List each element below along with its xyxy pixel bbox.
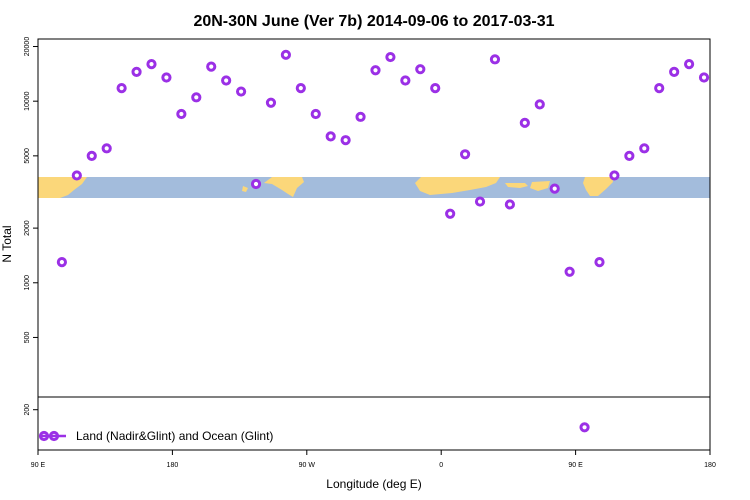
data-point	[325, 131, 336, 142]
data-point	[385, 51, 396, 63]
data-point	[489, 54, 501, 65]
data-point	[504, 199, 515, 210]
x-tick-label: 90 W	[299, 462, 316, 469]
data-point	[191, 92, 202, 103]
legend-label: Land (Nadir&Glint) and Ocean (Glint)	[76, 429, 273, 443]
data-point	[639, 143, 650, 154]
data-point	[519, 117, 530, 128]
data-point	[564, 266, 575, 277]
x-tick-label: 180	[167, 462, 179, 469]
y-tick-label: 10000	[24, 91, 31, 111]
data-point	[176, 108, 187, 120]
data-point	[594, 256, 605, 268]
y-tick-label: 200	[24, 404, 31, 416]
data-point	[698, 72, 710, 83]
data-point	[415, 64, 426, 75]
legend-marker	[38, 430, 50, 442]
data-point	[250, 178, 262, 190]
data-point	[56, 256, 67, 268]
map-land	[38, 177, 613, 198]
x-axis-title: Longitude (deg E)	[326, 477, 421, 491]
x-tick-label: 90 E	[31, 462, 46, 469]
data-point	[400, 75, 411, 86]
data-point	[624, 150, 635, 161]
data-points	[56, 49, 710, 433]
data-point	[683, 59, 695, 70]
data-point	[131, 66, 142, 77]
plot-frame-lower	[37, 396, 711, 451]
data-point	[459, 149, 471, 160]
legend: Land (Nadir&Glint) and Ocean (Glint)	[38, 429, 273, 443]
data-point	[146, 59, 157, 70]
x-tick-label: 90 E	[568, 462, 583, 469]
world-map-band	[38, 177, 710, 198]
x-tick-label: 0	[439, 462, 443, 469]
data-point	[221, 75, 232, 86]
plot-frame-main	[37, 38, 711, 398]
chart-title: 20N-30N June (Ver 7b) 2014-09-06 to 2017…	[193, 13, 554, 30]
data-point	[669, 66, 680, 77]
y-tick-label: 5000	[24, 148, 31, 164]
y-tick-label: 20000	[24, 37, 31, 57]
data-point	[370, 65, 381, 76]
data-point	[101, 143, 112, 154]
y-tick-label: 1000	[24, 275, 31, 291]
y-axis-title: N Total	[0, 225, 14, 262]
data-point	[430, 83, 441, 94]
data-point	[609, 170, 620, 181]
data-point	[235, 86, 247, 97]
y-tick-label: 2000	[24, 220, 31, 236]
x-tick-label: 180	[704, 462, 716, 469]
data-point	[86, 150, 97, 161]
data-point	[295, 83, 306, 94]
data-point	[579, 422, 590, 433]
data-point	[310, 108, 321, 120]
data-point	[71, 170, 82, 181]
data-point	[340, 135, 351, 146]
data-point	[355, 111, 366, 122]
y-axis: 200 500 1000 2000 5000 10000 20000	[24, 37, 38, 416]
data-point	[265, 97, 277, 108]
data-point	[534, 99, 545, 110]
data-point	[445, 208, 456, 219]
data-point	[654, 83, 665, 94]
data-point	[549, 183, 560, 194]
data-point	[206, 61, 217, 72]
legend-marker	[48, 430, 60, 442]
data-point	[161, 72, 172, 83]
data-point	[116, 83, 127, 94]
data-point	[280, 49, 291, 60]
x-axis: 90 E 180 90 W 0 90 E 180	[31, 450, 716, 469]
data-point	[474, 196, 486, 207]
y-tick-label: 500	[24, 332, 31, 344]
